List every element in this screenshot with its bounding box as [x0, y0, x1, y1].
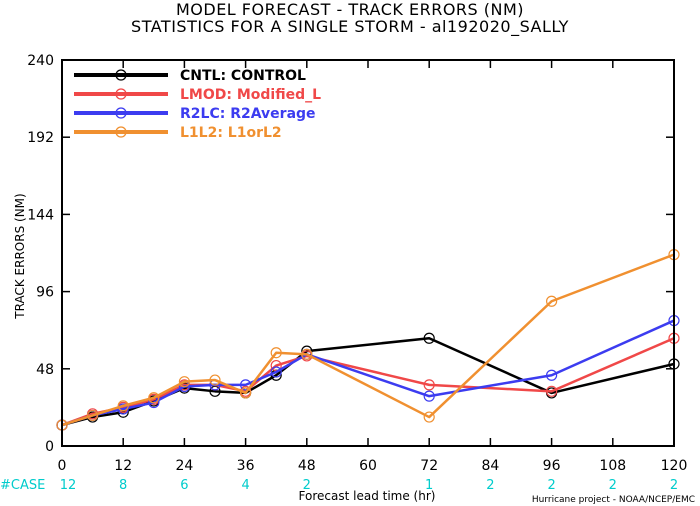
legend-label: CNTL: CONTROL — [180, 68, 306, 84]
x-tick-label: 108 — [599, 458, 626, 474]
data-point-marker — [423, 411, 435, 423]
case-count-value: 8 — [119, 478, 127, 493]
x-tick-label: 84 — [481, 458, 499, 474]
data-point-marker — [545, 369, 558, 381]
y-tick-label: 192 — [27, 130, 54, 146]
case-count-value: 2 — [303, 478, 311, 493]
x-tick-label: 48 — [298, 458, 316, 474]
x-tick-label: 60 — [359, 458, 377, 474]
legend-label: LMOD: Modified_L — [180, 87, 321, 103]
data-point-marker — [209, 374, 221, 386]
plot-frame — [61, 59, 675, 447]
y-tick-label: 144 — [27, 207, 54, 223]
case-count-value: 1 — [425, 478, 433, 493]
legend-marker — [115, 126, 127, 138]
case-count-value: 2 — [670, 478, 678, 493]
legend-marker — [115, 69, 127, 81]
y-axis-title: TRACK ERRORS (NM) — [13, 193, 27, 319]
case-count-title: #CASE — [0, 478, 45, 493]
data-point-marker — [240, 387, 252, 399]
series-line — [61, 319, 675, 427]
legend-marker — [115, 107, 127, 119]
x-tick-label: 120 — [661, 458, 688, 474]
data-point-marker — [117, 403, 129, 415]
data-point-marker — [209, 385, 221, 397]
y-tick-label: 96 — [36, 285, 54, 301]
case-count-value: 4 — [241, 478, 249, 493]
data-point-marker — [301, 348, 313, 360]
x-tick-label: 12 — [114, 458, 132, 474]
legend-marker — [115, 88, 127, 100]
data-point-marker — [117, 400, 129, 412]
series-line — [61, 337, 675, 427]
footer-credit: Hurricane project - NOAA/NCEP/EMC — [532, 495, 695, 505]
x-tick-label: 24 — [175, 458, 193, 474]
data-point-marker — [148, 392, 160, 404]
case-count-value: 6 — [180, 478, 188, 493]
x-tick-label: 36 — [237, 458, 255, 474]
y-tick-label: 240 — [27, 53, 54, 69]
data-point-marker — [178, 376, 190, 388]
legend-label: R2LC: R2Average — [180, 106, 316, 122]
case-count-value: 2 — [547, 478, 555, 493]
series-line — [61, 336, 675, 427]
x-tick-label: 72 — [420, 458, 438, 474]
data-point-marker — [270, 347, 282, 359]
case-count-value: 2 — [609, 478, 617, 493]
case-count-value: 12 — [60, 478, 77, 493]
data-point-marker — [545, 385, 558, 397]
data-point-marker — [545, 295, 558, 307]
data-point-marker — [423, 379, 435, 391]
y-tick-label: 0 — [45, 439, 54, 455]
x-tick-label: 0 — [58, 458, 67, 474]
y-tick-label: 48 — [36, 362, 54, 378]
data-point-marker — [423, 332, 435, 344]
legend-label: L1L2: L1orL2 — [180, 125, 282, 141]
x-axis-title: Forecast lead time (hr) — [299, 489, 436, 503]
data-point-marker — [270, 366, 282, 378]
case-count-value: 2 — [486, 478, 494, 493]
data-point-marker — [423, 390, 435, 402]
data-point-marker — [86, 409, 99, 422]
chart-subtitle: STATISTICS FOR A SINGLE STORM - al192020… — [131, 17, 569, 36]
x-tick-label: 96 — [543, 458, 561, 474]
chart-title: MODEL FORECAST - TRACK ERRORS (NM) — [175, 0, 525, 19]
